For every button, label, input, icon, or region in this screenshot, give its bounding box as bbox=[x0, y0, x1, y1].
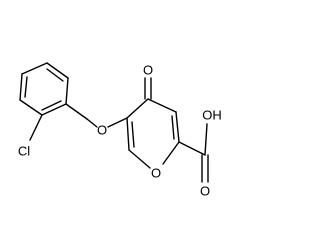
bond bbox=[126, 117, 130, 151]
structure: Cl O O O OH O bbox=[18, 62, 222, 199]
bond-inner bbox=[131, 121, 135, 148]
bond bbox=[65, 103, 88, 120]
atom-label: O bbox=[97, 123, 107, 138]
bond bbox=[65, 77, 69, 105]
atom-label: Cl bbox=[18, 144, 30, 159]
atom-label: OH bbox=[202, 108, 222, 123]
bond bbox=[147, 98, 177, 113]
bond-inner bbox=[41, 100, 62, 111]
bond-inner bbox=[24, 76, 28, 98]
atom-label: O bbox=[143, 63, 153, 78]
bond bbox=[178, 141, 206, 156]
bond bbox=[21, 62, 48, 75]
bond-inner bbox=[46, 68, 64, 82]
page: Cl O O O OH O (() => { const data = JSON… bbox=[17, 62, 222, 199]
bond bbox=[19, 99, 43, 116]
bond bbox=[204, 123, 208, 156]
bond bbox=[126, 98, 149, 119]
bond bbox=[128, 149, 151, 169]
atom-labels: Cl O O O OH O bbox=[18, 63, 222, 199]
bond bbox=[162, 141, 180, 165]
atom-label: O bbox=[151, 166, 161, 181]
bond bbox=[86, 118, 98, 128]
bond bbox=[29, 114, 43, 141]
bonds bbox=[19, 62, 209, 183]
bond-inner bbox=[171, 115, 175, 140]
bond bbox=[19, 73, 23, 101]
bond bbox=[41, 103, 67, 116]
bond bbox=[46, 62, 69, 79]
bond bbox=[175, 111, 180, 143]
bond bbox=[107, 117, 128, 128]
atom-label: O bbox=[200, 184, 210, 199]
